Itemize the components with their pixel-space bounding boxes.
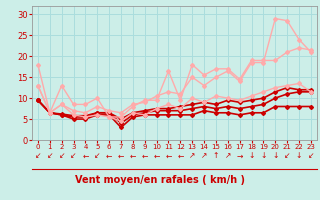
Text: ←: ← bbox=[165, 152, 172, 160]
Text: ↙: ↙ bbox=[59, 152, 65, 160]
Text: ←: ← bbox=[130, 152, 136, 160]
Text: ↙: ↙ bbox=[47, 152, 53, 160]
Text: →: → bbox=[236, 152, 243, 160]
Text: ←: ← bbox=[177, 152, 184, 160]
Text: ↙: ↙ bbox=[70, 152, 77, 160]
Text: ↙: ↙ bbox=[308, 152, 314, 160]
Text: ↓: ↓ bbox=[248, 152, 255, 160]
Text: ↓: ↓ bbox=[272, 152, 278, 160]
Text: ←: ← bbox=[106, 152, 112, 160]
Text: ↙: ↙ bbox=[94, 152, 100, 160]
Text: ←: ← bbox=[141, 152, 148, 160]
Text: Vent moyen/en rafales ( km/h ): Vent moyen/en rafales ( km/h ) bbox=[75, 175, 245, 185]
Text: ↗: ↗ bbox=[201, 152, 207, 160]
Text: ↙: ↙ bbox=[35, 152, 41, 160]
Text: ←: ← bbox=[118, 152, 124, 160]
Text: ←: ← bbox=[82, 152, 89, 160]
Text: ↑: ↑ bbox=[213, 152, 219, 160]
Text: ←: ← bbox=[153, 152, 160, 160]
Text: ↓: ↓ bbox=[296, 152, 302, 160]
Text: ↗: ↗ bbox=[225, 152, 231, 160]
Text: ↙: ↙ bbox=[284, 152, 290, 160]
Text: ↓: ↓ bbox=[260, 152, 267, 160]
Text: ↗: ↗ bbox=[189, 152, 196, 160]
